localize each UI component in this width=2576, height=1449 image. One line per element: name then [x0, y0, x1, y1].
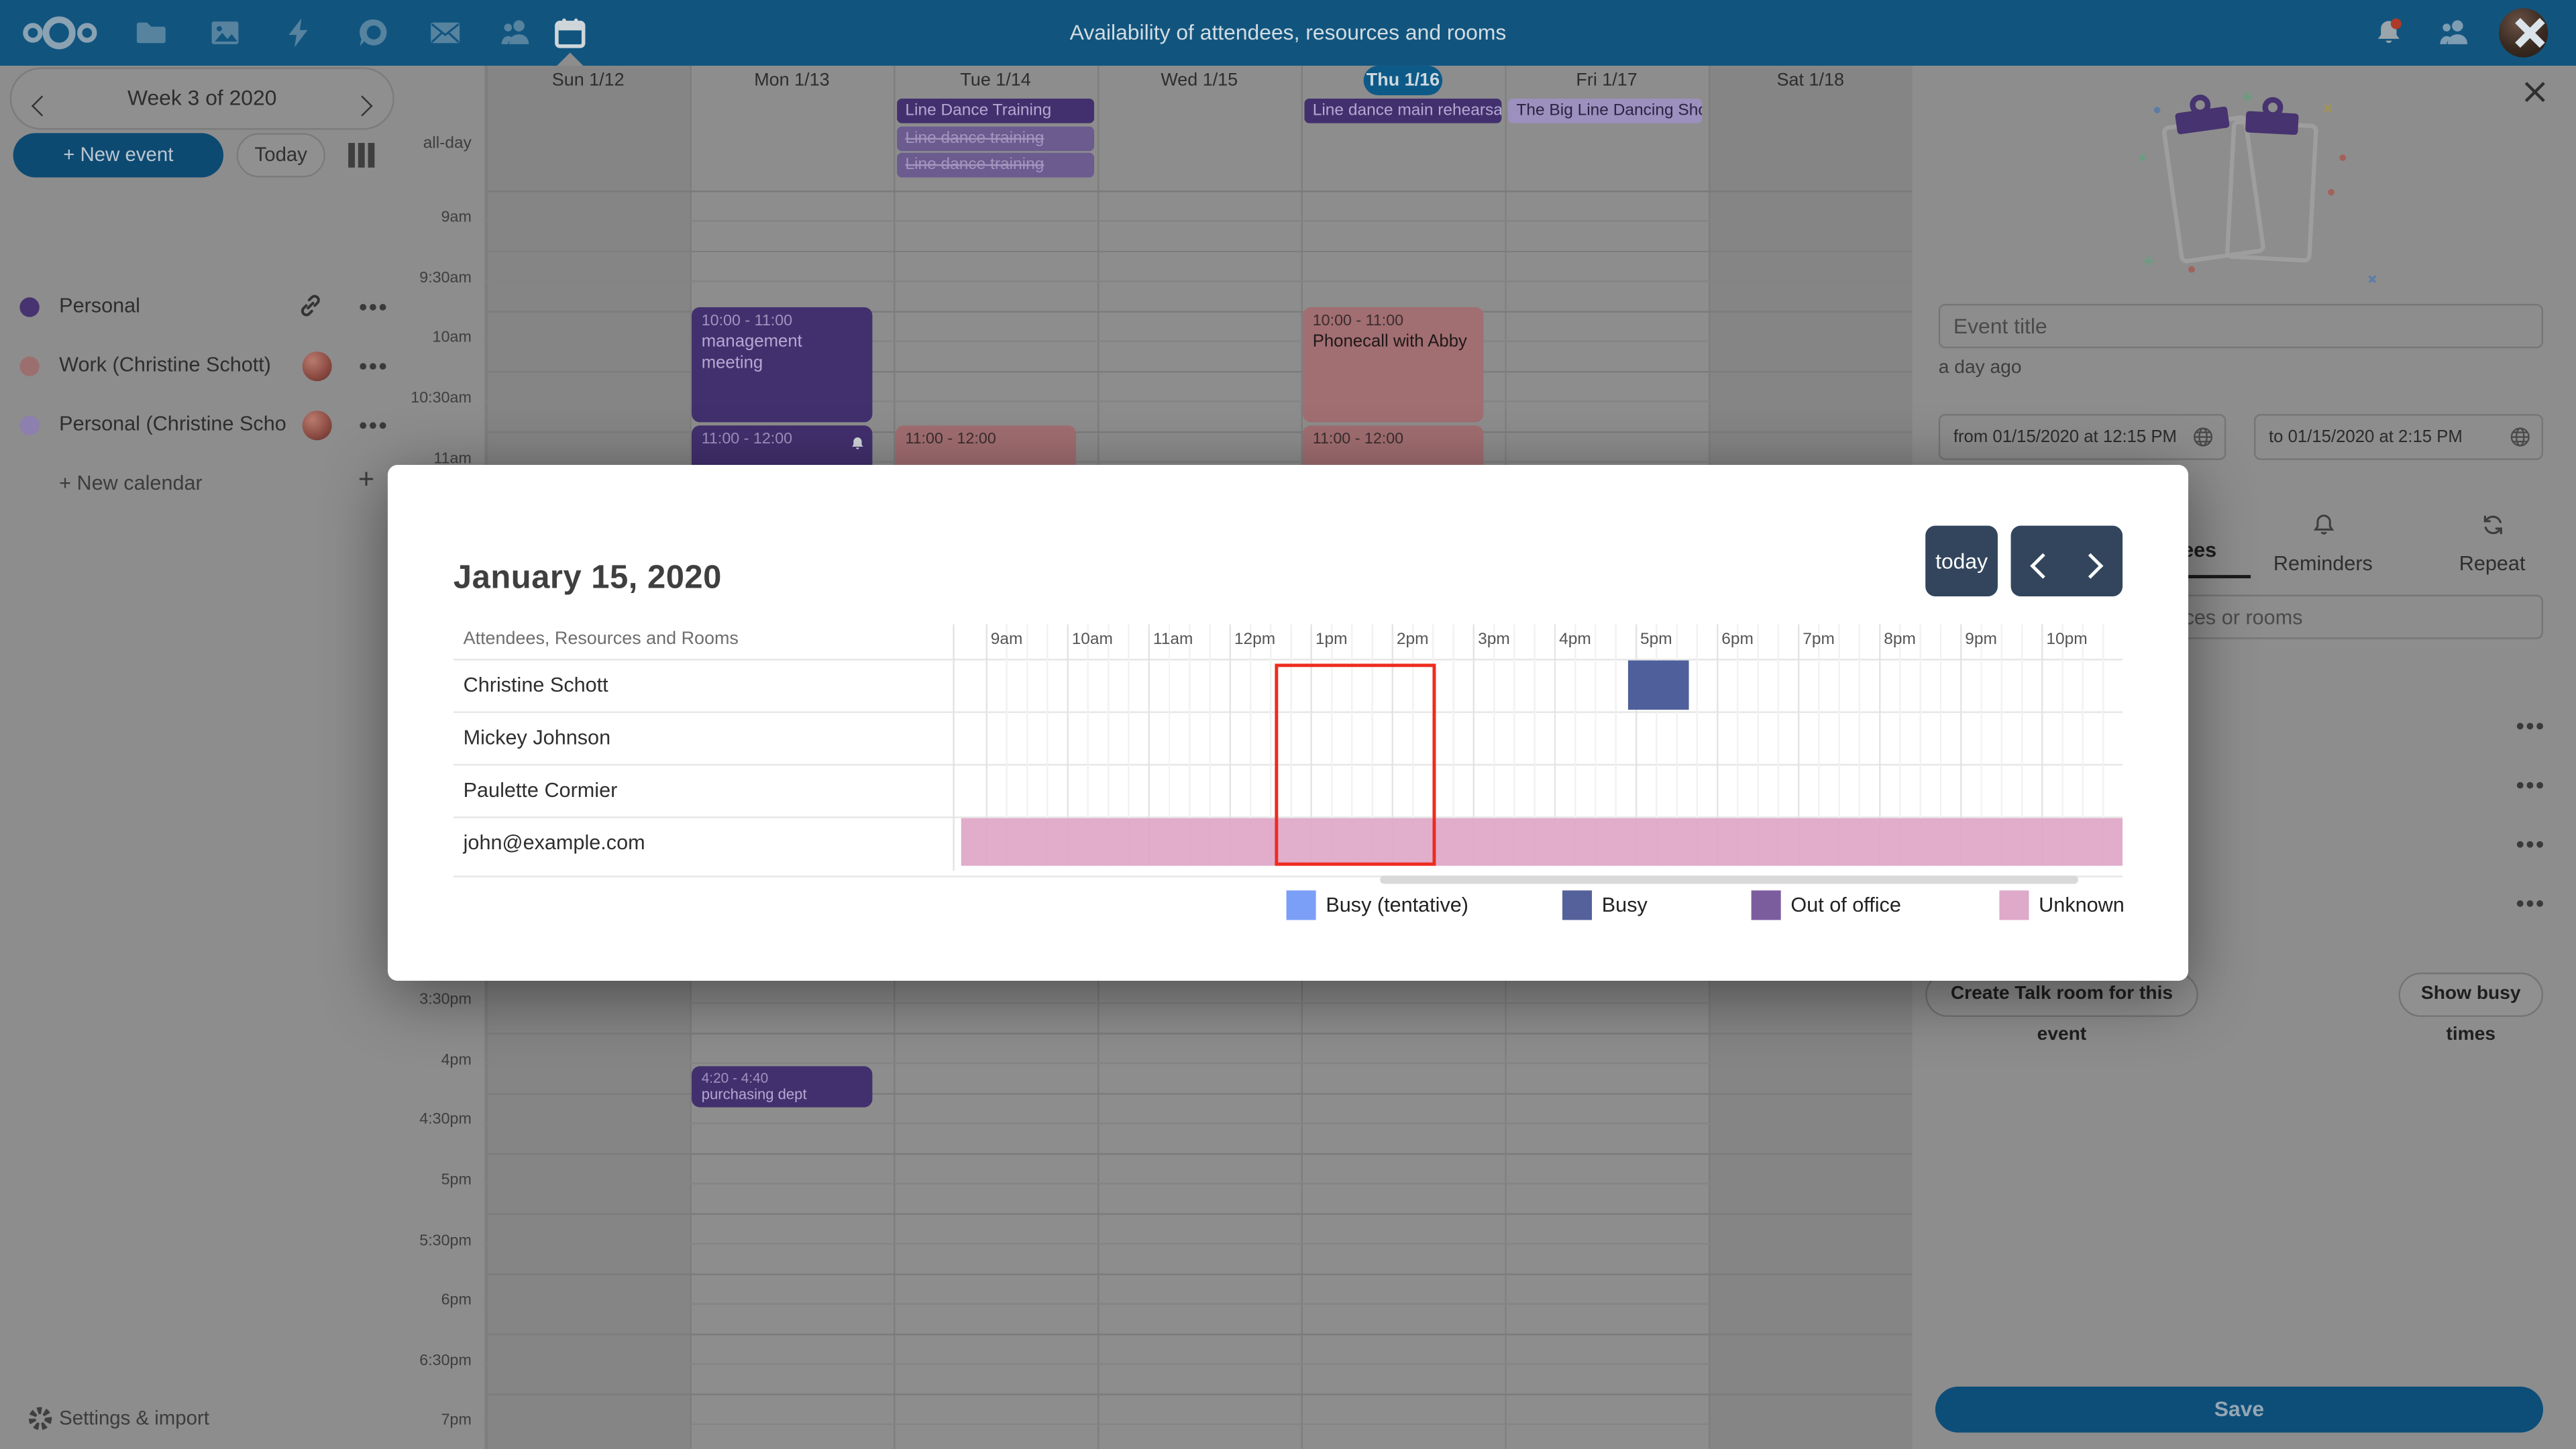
- week-label: Week 3 of 2020: [127, 85, 277, 111]
- repeat-icon: [2434, 513, 2549, 545]
- talk-app-icon[interactable]: [356, 16, 389, 49]
- top-bar: Availability of attendees, resources and…: [0, 0, 2576, 66]
- day-header-sun[interactable]: Sun 1/12: [551, 70, 625, 91]
- calendar-app-icon[interactable]: [553, 16, 586, 49]
- new-calendar-button[interactable]: + New calendar +: [0, 460, 404, 509]
- files-app-icon[interactable]: [135, 16, 168, 49]
- page-title: Availability of attendees, resources and…: [1069, 19, 1507, 45]
- bell-icon: [2265, 513, 2380, 545]
- event-management-meeting[interactable]: 10:00 - 11:00 management meeting: [692, 307, 873, 423]
- photos-app-icon[interactable]: [209, 16, 241, 49]
- day-header-tue[interactable]: Tue 1/14: [960, 70, 1031, 91]
- share-link-icon[interactable]: [297, 292, 323, 327]
- modal-date-title: January 15, 2020: [453, 561, 722, 597]
- unknown-availability-bar: [961, 818, 2123, 866]
- modal-today-button[interactable]: today: [1925, 525, 1998, 596]
- shared-by-avatar: [302, 352, 332, 382]
- busy-block-christine: [1627, 660, 1689, 710]
- last-modified-label: a day ago: [1938, 358, 2022, 378]
- timezone-globe-icon[interactable]: [2192, 425, 2214, 457]
- event-illustration: [2077, 85, 2412, 284]
- settings-import-button[interactable]: Settings & import: [0, 1400, 404, 1440]
- day-header-wed[interactable]: Wed 1/15: [1161, 70, 1238, 91]
- calendar-item-personal-christine[interactable]: Personal (Christine Scho…: [0, 401, 404, 450]
- close-sidebar-icon[interactable]: [2522, 79, 2555, 112]
- save-button[interactable]: Save: [1935, 1386, 2544, 1433]
- availability-table: Attendees, Resources and Rooms Christine…: [453, 624, 2123, 877]
- modal-pager: [2010, 525, 2123, 596]
- plus-icon: +: [358, 463, 375, 495]
- week-view-icon[interactable]: [348, 143, 378, 168]
- calendar-menu-button[interactable]: [360, 363, 386, 370]
- availability-modal: January 15, 2020 today Attendees, Resour…: [387, 465, 2189, 981]
- day-header-sat[interactable]: Sat 1/18: [1776, 70, 1844, 91]
- notifications-bell-icon[interactable]: [2372, 16, 2405, 49]
- calendar-item-work-christine[interactable]: Work (Christine Schott): [0, 341, 404, 390]
- next-week-button[interactable]: [352, 92, 373, 121]
- attendee-menu-button[interactable]: [2516, 900, 2544, 907]
- show-busy-times-button[interactable]: Show busy times: [2398, 972, 2544, 1045]
- allday-event[interactable]: Line Dance Training: [897, 98, 1095, 123]
- user-avatar[interactable]: [2498, 8, 2548, 58]
- attendee-menu-button[interactable]: [2516, 841, 2544, 848]
- timeline-scrollbar[interactable]: [1380, 875, 2078, 884]
- today-button[interactable]: Today: [236, 133, 325, 178]
- day-header-mon[interactable]: Mon 1/13: [754, 70, 830, 91]
- legend-swatch: [1562, 890, 1593, 920]
- day-header-thu-today[interactable]: Thu 1/16: [1363, 65, 1443, 96]
- allday-event-cancelled[interactable]: Line dance training: [897, 152, 1095, 178]
- calendar-color-dot: [19, 415, 40, 435]
- attendee-menu-button[interactable]: [2516, 782, 2544, 789]
- mail-app-icon[interactable]: [429, 16, 462, 49]
- new-event-button[interactable]: + New event: [13, 133, 224, 178]
- day-header-fri[interactable]: Fri 1/17: [1576, 70, 1638, 91]
- activity-app-icon[interactable]: [282, 16, 315, 49]
- calendar-menu-button[interactable]: [360, 422, 386, 429]
- shared-by-avatar: [302, 411, 332, 441]
- event-purchasing-dept[interactable]: 4:20 - 4:40 purchasing dept: [692, 1066, 873, 1108]
- selected-time-range[interactable]: [1274, 663, 1437, 866]
- availability-timeline[interactable]: 9am 10am 11am 12pm 1pm 2pm 3pm 4pm 5pm 6…: [961, 624, 2123, 871]
- tab-repeat[interactable]: Repeat: [2434, 513, 2549, 578]
- legend-swatch: [1999, 890, 2029, 920]
- calendar-sidebar: Week 3 of 2020 + New event Today Persona…: [0, 65, 405, 1449]
- gear-icon: [26, 1405, 54, 1441]
- contacts-app-icon[interactable]: [499, 16, 532, 49]
- next-day-button[interactable]: [2078, 553, 2104, 583]
- active-app-indicator: [557, 52, 584, 66]
- legend-swatch: [1751, 890, 1781, 920]
- event-title-input[interactable]: [1938, 304, 2544, 349]
- calendar-color-dot: [19, 356, 40, 376]
- event-phonecall-with-abby[interactable]: 10:00 - 11:00 Phonecall with Abby: [1303, 307, 1484, 423]
- tab-reminders[interactable]: Reminders: [2265, 513, 2380, 578]
- previous-day-button[interactable]: [2030, 553, 2056, 583]
- close-avatar-x-icon[interactable]: [2510, 13, 2550, 61]
- event-start-input[interactable]: [1938, 414, 2226, 460]
- allday-event[interactable]: The Big Line Dancing Show: [1508, 98, 1703, 123]
- contacts-menu-icon[interactable]: [2438, 16, 2471, 49]
- reminder-bell-icon: [849, 431, 865, 460]
- nextcloud-logo-icon[interactable]: [23, 15, 99, 51]
- legend-swatch: [1286, 890, 1316, 920]
- event-end-input[interactable]: [2254, 414, 2544, 460]
- calendar-menu-button[interactable]: [360, 304, 386, 311]
- timezone-globe-icon[interactable]: [2509, 425, 2532, 457]
- allday-event[interactable]: Line dance main rehearsal: [1304, 98, 1502, 123]
- all-day-label: all-day: [423, 134, 472, 153]
- week-navigation: Week 3 of 2020: [9, 67, 394, 130]
- attendees-column-header: Attendees, Resources and Rooms: [463, 629, 739, 649]
- allday-event-cancelled[interactable]: Line dance training: [897, 126, 1095, 152]
- calendar-item-personal[interactable]: Personal: [0, 282, 404, 331]
- calendar-color-dot: [19, 297, 40, 317]
- attendee-menu-button[interactable]: [2516, 722, 2544, 730]
- active-tab-underline: [2158, 575, 2251, 579]
